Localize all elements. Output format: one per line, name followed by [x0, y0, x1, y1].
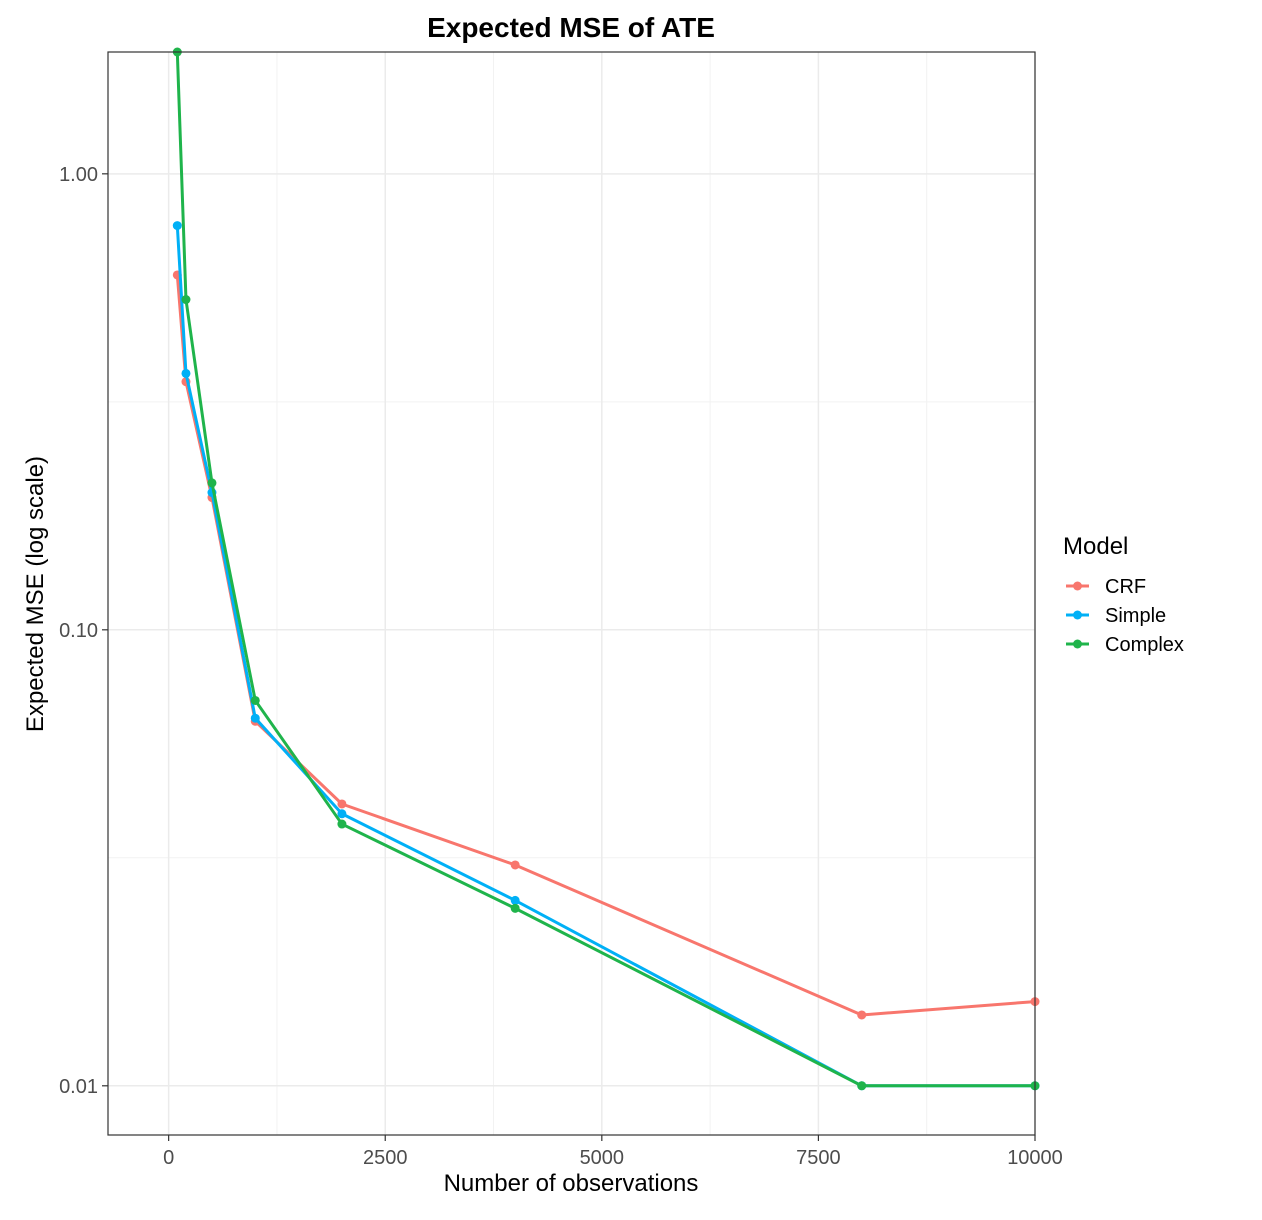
data-point-simple [250, 713, 260, 723]
legend-key-point [1073, 610, 1082, 620]
legend-label: Simple [1105, 605, 1166, 627]
data-point-complex [337, 819, 347, 829]
plot-panel [108, 52, 1035, 1135]
data-point-simple [172, 221, 182, 231]
data-point-crf [337, 799, 347, 809]
legend-key-point [1073, 581, 1082, 591]
x-tick-label: 7500 [796, 1147, 841, 1169]
data-point-complex [250, 695, 260, 705]
plot-border [107, 51, 1036, 1136]
x-axis-title: Number of observations [444, 1170, 699, 1197]
grid-minor [108, 52, 1035, 1135]
data-point-complex [181, 295, 191, 305]
data-point-simple [181, 368, 191, 378]
legend: Model CRF Simple Complex [1063, 533, 1184, 656]
y-tick-label: 0.10 [59, 620, 98, 642]
legend-item-complex: Complex [1066, 634, 1184, 656]
y-tick-label: 1.00 [59, 164, 98, 186]
x-tick-label: 0 [163, 1147, 174, 1169]
legend-item-simple: Simple [1066, 605, 1166, 627]
y-tick-label: 0.01 [59, 1076, 98, 1098]
legend-label: CRF [1105, 576, 1146, 598]
legend-title: Model [1063, 533, 1128, 560]
x-tick-label: 2500 [363, 1147, 408, 1169]
legend-item-crf: CRF [1066, 576, 1146, 598]
series-line-complex [175, 50, 1037, 1088]
data-point-complex [207, 478, 217, 488]
legend-key-point [1073, 639, 1082, 649]
series-complex [172, 47, 1040, 1091]
data-point-simple [337, 809, 347, 819]
y-axis-title: Expected MSE (log scale) [22, 456, 49, 732]
data-point-crf [510, 860, 520, 870]
x-tick-label: 5000 [580, 1147, 625, 1169]
chart-title: Expected MSE of ATE [427, 12, 715, 43]
data-point-simple [510, 895, 520, 905]
data-point-complex [857, 1081, 867, 1091]
x-axis: 0 2500 5000 7500 10000 [163, 1135, 1063, 1169]
data-point-complex [510, 903, 520, 913]
data-point-crf [857, 1010, 867, 1020]
x-tick-label: 10000 [1007, 1147, 1063, 1169]
y-axis: 0.01 0.10 1.00 [59, 164, 108, 1098]
legend-label: Complex [1105, 634, 1184, 656]
series-layer [172, 47, 1040, 1091]
